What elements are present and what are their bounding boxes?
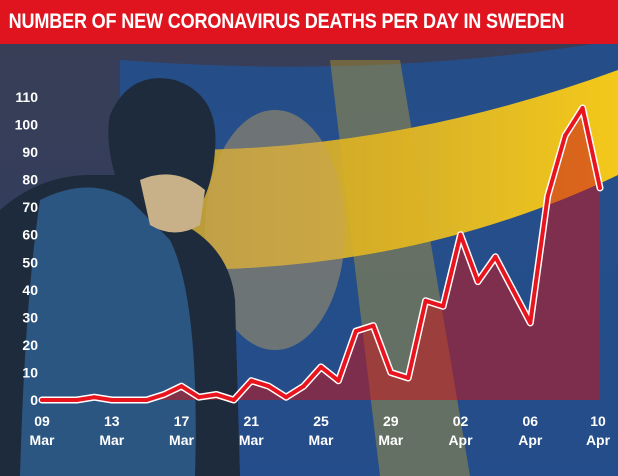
area-series: [38, 104, 604, 404]
x-tick-day: 10: [590, 413, 606, 429]
data-point: [249, 378, 254, 383]
y-tick-label: 0: [30, 392, 38, 408]
data-point: [563, 133, 568, 138]
x-tick-month: Mar: [378, 432, 403, 448]
background-figure: [205, 110, 345, 350]
flag-yellow-band: [180, 70, 618, 270]
x-tick-month: Apr: [448, 432, 473, 448]
y-tick-label: 60: [22, 227, 38, 243]
person-jacket: [20, 187, 196, 476]
x-tick-month: Mar: [30, 432, 55, 448]
y-tick-label: 110: [15, 89, 38, 105]
data-point: [336, 378, 341, 383]
data-point: [406, 376, 411, 380]
data-point: [598, 185, 602, 190]
x-tick-day: 29: [383, 413, 399, 429]
y-tick-label: 10: [22, 365, 38, 381]
x-tick-month: Apr: [586, 432, 611, 448]
data-point: [196, 395, 201, 400]
y-tick-label: 90: [22, 144, 38, 160]
data-point: [371, 323, 376, 328]
x-tick-day: 17: [174, 413, 190, 429]
data-point: [127, 398, 132, 402]
y-tick-label: 80: [22, 172, 38, 188]
data-point: [388, 370, 393, 375]
data-point: [319, 364, 323, 369]
data-point: [144, 398, 149, 402]
x-tick-month: Mar: [239, 432, 264, 448]
data-point: [493, 254, 498, 259]
data-point: [353, 329, 358, 334]
data-point: [40, 398, 44, 402]
data-point: [510, 287, 515, 292]
area-fill: [42, 108, 600, 400]
x-tick-day: 25: [313, 413, 329, 429]
y-tick-label: 20: [22, 337, 38, 353]
data-point: [528, 320, 533, 325]
y-tick-label: 100: [15, 117, 39, 133]
data-point: [423, 298, 428, 303]
x-tick-month: Mar: [309, 432, 334, 448]
x-tick-day: 02: [453, 413, 469, 429]
x-tick-day: 06: [523, 413, 539, 429]
y-axis: 0 10 20 30 40 50 60 70 80 90 100 110: [15, 89, 39, 408]
chart-title: NUMBER OF NEW CORONAVIRUS DEATHS PER DAY…: [8, 10, 565, 33]
data-point: [57, 398, 62, 402]
data-point: [162, 392, 167, 397]
y-tick-label: 40: [22, 282, 38, 298]
y-tick-label: 50: [22, 254, 38, 270]
x-tick-month: Mar: [99, 432, 124, 448]
data-point: [92, 395, 97, 400]
title-bar: NUMBER OF NEW CORONAVIRUS DEATHS PER DAY…: [0, 0, 618, 44]
x-tick-month: Mar: [169, 432, 194, 448]
data-point: [475, 279, 480, 284]
face-mask: [140, 174, 205, 233]
data-point: [266, 384, 271, 389]
y-tick-label: 70: [22, 199, 38, 215]
data-point: [231, 398, 236, 402]
x-tick-month: Apr: [518, 432, 543, 448]
x-tick-day: 21: [244, 413, 260, 429]
x-axis: 09 Mar 13 Mar 17 Mar 21 Mar 25 Mar 29 Mar 02 Apr 06 Apr…: [30, 413, 611, 448]
data-point: [214, 392, 219, 397]
data-point: [74, 398, 79, 402]
data-point: [458, 232, 463, 237]
data-point: [109, 398, 114, 402]
data-point: [179, 384, 184, 389]
x-tick-day: 09: [34, 413, 50, 429]
data-point: [545, 194, 550, 199]
data-point: [441, 304, 446, 309]
data-point: [284, 395, 289, 400]
data-point: [301, 384, 306, 389]
y-tick-label: 30: [22, 309, 38, 325]
x-tick-day: 13: [104, 413, 120, 429]
data-point: [580, 106, 585, 110]
